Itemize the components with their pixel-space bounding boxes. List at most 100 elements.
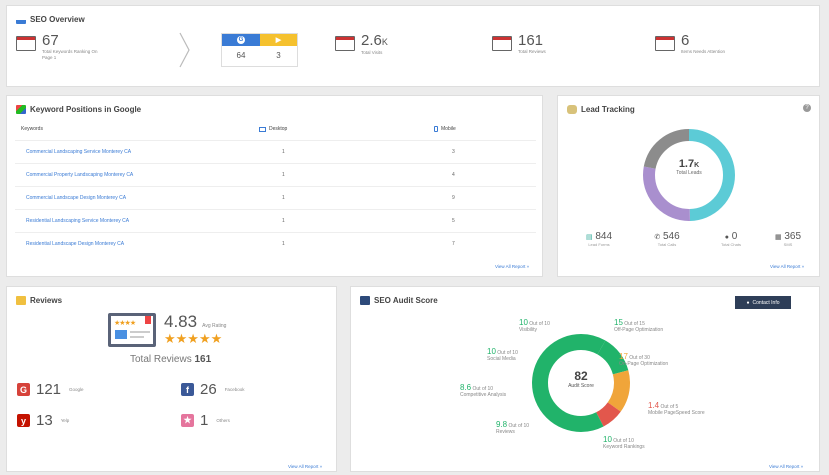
keyword-positions-title: Keyword Positions in Google [16, 105, 141, 114]
rank-icon [16, 36, 36, 51]
desktop-icon [259, 126, 266, 132]
handshake-icon [567, 105, 577, 114]
audit-donut-chart [532, 334, 630, 432]
col-mobile: Mobile [434, 126, 456, 132]
star-rating: ★★★★★ [164, 331, 223, 346]
alerts-label: Items Needs Attention [681, 49, 726, 54]
desktop-rank: 1 [282, 241, 285, 247]
keyword-link[interactable]: Residential Landscape Design Monterey CA [26, 241, 125, 247]
avg-rating: 4.83 Avg Rating [164, 312, 226, 332]
phone-icon: ✆ [654, 234, 661, 241]
audit-item-keywords: 10 Out of 10 Keyword Rankings [603, 435, 645, 451]
audit-item-onpage: 17 Out of 30 On-Page Optimization [619, 352, 669, 368]
mobile-rank: 9 [452, 195, 455, 201]
lead-forms-stat: ▤ 844 Lead Forms [585, 231, 613, 247]
overview-rank: 67 Total Keywords Ranking On Page 1 [16, 33, 102, 60]
google-icon: G [17, 383, 30, 396]
table-row: Residential Landscaping Service Monterey… [15, 209, 536, 232]
keywords-view-all-link[interactable]: View All Report » [495, 264, 530, 269]
help-icon[interactable]: ? [803, 104, 811, 112]
desktop-rank: 1 [282, 172, 285, 178]
other-reviews: ★ 1 Others [181, 412, 230, 429]
chat-icon: ● [724, 234, 729, 241]
star-icon: ★ [181, 414, 194, 427]
user-icon: ● [746, 299, 750, 306]
leads-view-all-link[interactable]: View All Report » [770, 264, 805, 269]
keyword-link[interactable]: Commercial Property Landscaping Monterey… [26, 172, 134, 178]
chevron-right-icon [179, 32, 190, 68]
bing-tab: ▶ [260, 34, 297, 46]
contact-info-button[interactable]: ● Contact Info [735, 296, 791, 309]
visits-icon [335, 36, 355, 51]
overview-reviews: 161 Total Reviews [492, 33, 546, 55]
lead-tracking-card: Lead Tracking ? 1.7K Total Leads ▤ 844 L… [557, 95, 820, 277]
overview-visits: 2.6K Total Visits [335, 33, 388, 56]
audit-item-social: 10 Out of 10 Social Media [487, 347, 518, 363]
yelp-icon: y [17, 414, 30, 427]
reviews-card: Reviews ★★★★ 4.83 Avg Rating ★★★★★ Total… [6, 286, 337, 472]
keyword-positions-card: Keyword Positions in Google Keywords Des… [6, 95, 543, 277]
desktop-rank: 1 [282, 218, 285, 224]
alerts-value: 6 [681, 32, 690, 49]
visits-value: 2.6 [361, 32, 382, 49]
table-row: Residential Landscape Design Monterey CA… [15, 232, 536, 255]
google-reviews: G 121 Google [17, 381, 84, 398]
table-row: Commercial Property Landscaping Monterey… [15, 163, 536, 186]
table-row: Commercial Landscape Design Monterey CA … [15, 186, 536, 209]
desktop-rank: 1 [282, 149, 285, 155]
google-count: 64 [236, 51, 246, 60]
total-reviews: Total Reviews 161 [130, 354, 212, 365]
audit-score: 82 Audit Score [526, 369, 636, 389]
mobile-rank: 5 [452, 218, 455, 224]
audit-item-competitive: 8.6 Out of 10 Competitive Analysis [460, 383, 507, 399]
bing-count: 3 [276, 51, 281, 60]
keyword-link[interactable]: Commercial Landscaping Service Monterey … [26, 149, 132, 155]
seo-audit-title: SEO Audit Score [360, 296, 438, 305]
chat-bubble-icon [16, 296, 26, 305]
audit-view-all-link[interactable]: View All Report » [769, 464, 804, 469]
donut-segment-sms [643, 129, 735, 221]
rank-value: 67 [42, 32, 59, 49]
col-keywords: Keywords [21, 126, 43, 132]
audit-segment-rest [532, 334, 630, 432]
avg-rating-value: 4.83 [164, 312, 198, 331]
audit-item-visibility: 10 Out of 10 Visibility [519, 318, 550, 334]
reviews-icon [492, 36, 512, 51]
chart-icon [16, 15, 26, 24]
google-tab: G [222, 34, 260, 46]
reviews-view-all-link[interactable]: View All Report » [288, 464, 323, 469]
seo-badge-icon [360, 296, 370, 305]
rating-screen-icon: ★★★★ [108, 313, 156, 347]
lead-donut-chart [643, 129, 735, 221]
table-row: Commercial Landscaping Service Monterey … [15, 140, 536, 163]
mobile-rank: 7 [452, 241, 455, 247]
avg-rating-label: Avg Rating [202, 323, 227, 329]
overview-alerts: 6 Items Needs Attention [655, 33, 725, 55]
audit-item-mobile: 1.4 Out of 5 Mobile PageSpeed Score [648, 401, 705, 417]
facebook-reviews: f 26 Facebook [181, 381, 244, 398]
visits-unit: K [381, 37, 388, 47]
desktop-rank: 1 [282, 195, 285, 201]
search-engine-split: G ▶ 64 3 [221, 33, 298, 67]
facebook-icon: f [181, 383, 194, 396]
reviews-label: Total Reviews [518, 49, 546, 54]
lead-sms-stat: ▦ 365 SMS [774, 231, 802, 247]
keyword-link[interactable]: Residential Landscaping Service Monterey… [26, 218, 130, 224]
google-logo-icon [16, 105, 26, 114]
bing-icon: ▶ [275, 37, 282, 44]
mobile-rank: 3 [452, 149, 455, 155]
seo-overview-title: SEO Overview [16, 15, 85, 24]
donut-segment-calls [643, 129, 735, 221]
reviews-value: 161 [518, 32, 544, 49]
lead-chats-stat: ● 0 Total Chats [720, 231, 741, 247]
lead-tracking-title: Lead Tracking [567, 105, 635, 114]
mobile-icon [434, 126, 438, 132]
sms-icon: ▦ [774, 234, 782, 241]
lead-total-unit: K [694, 162, 700, 169]
visits-label: Total Visits [361, 50, 383, 55]
audit-segment-onpage-good [532, 334, 630, 432]
lead-total-value: 1.7 [678, 158, 695, 170]
warning-icon [655, 36, 675, 51]
keyword-link[interactable]: Commercial Landscape Design Monterey CA [26, 195, 127, 201]
form-icon: ▤ [585, 234, 593, 241]
